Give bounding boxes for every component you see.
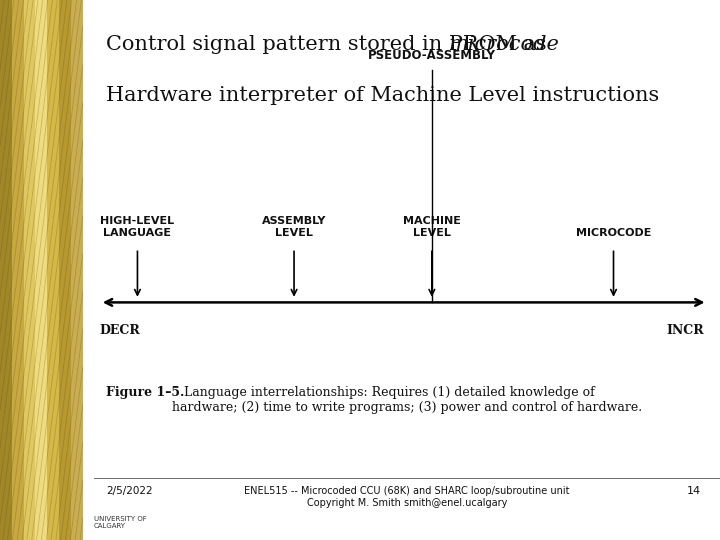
Text: Hardware interpreter of Machine Level instructions: Hardware interpreter of Machine Level in… [106, 86, 660, 105]
Bar [24, 0, 35, 540]
Text: MICROCODE: MICROCODE [576, 227, 651, 238]
Text: 2/5/2022: 2/5/2022 [106, 486, 153, 496]
Text: Control signal pattern stored in PROM as: Control signal pattern stored in PROM as [106, 35, 554, 54]
Text: Figure 1–5.: Figure 1–5. [106, 386, 184, 399]
Text: 14: 14 [687, 486, 701, 496]
Text: ENEL515 -- Microcoded CCU (68K) and SHARC loop/subroutine unit
Copyright M. Smit: ENEL515 -- Microcoded CCU (68K) and SHAR… [244, 486, 570, 508]
Text: MACHINE
LEVEL: MACHINE LEVEL [403, 216, 461, 238]
Bar [71, 0, 83, 540]
Text: HIGH-LEVEL
LANGUAGE: HIGH-LEVEL LANGUAGE [100, 216, 174, 238]
Text: INCR: INCR [667, 324, 704, 337]
Bar [35, 0, 48, 540]
Text: PSEUDO-ASSEMBLY: PSEUDO-ASSEMBLY [368, 49, 496, 62]
Text: Language interrelationships: Requires (1) detailed knowledge of
hardware; (2) ti: Language interrelationships: Requires (1… [171, 386, 642, 414]
Text: ASSEMBLY
LEVEL: ASSEMBLY LEVEL [262, 216, 326, 238]
Text: UNIVERSITY OF
CALGARY: UNIVERSITY OF CALGARY [94, 516, 146, 529]
Bar [0, 0, 12, 540]
Bar [12, 0, 24, 540]
Bar [48, 0, 59, 540]
Text: DECR: DECR [100, 324, 140, 337]
Text: microcode: microcode [449, 35, 560, 54]
Bar [59, 0, 71, 540]
